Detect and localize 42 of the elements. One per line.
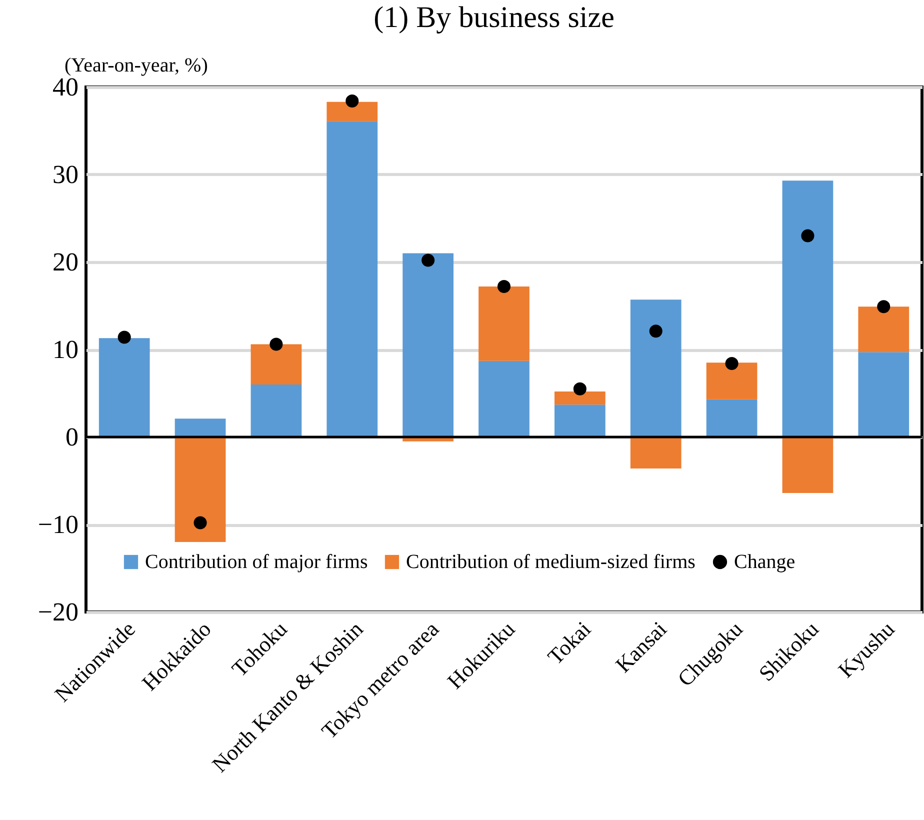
bar (174, 437, 226, 542)
y-tick-label: 20 (52, 248, 78, 276)
bar (250, 384, 302, 437)
point (877, 300, 890, 314)
bar (782, 180, 834, 437)
point (270, 338, 283, 351)
y-tick-label: 0 (66, 422, 78, 452)
bar (554, 392, 606, 405)
bar (706, 399, 758, 437)
point (422, 254, 435, 267)
chart-title: (1) By business size (374, 1, 614, 34)
point (118, 330, 131, 344)
bar (782, 437, 834, 493)
y-tick-label: 30 (52, 160, 78, 189)
bar (706, 362, 758, 400)
bar (478, 286, 530, 361)
y-tick-label: 10 (52, 335, 78, 364)
bar (174, 418, 226, 437)
legend-label: Contribution of major firms (145, 551, 368, 573)
bar (402, 253, 454, 437)
point (573, 382, 586, 396)
bar (630, 300, 682, 437)
point (497, 280, 511, 294)
bar (858, 306, 910, 352)
point (725, 356, 738, 370)
bar (98, 338, 150, 437)
bar (326, 121, 378, 437)
point (801, 229, 814, 242)
bar (326, 102, 378, 122)
bar (554, 404, 606, 437)
bar (858, 352, 910, 437)
y-axis-title: (Year-on-year, %) (64, 54, 208, 76)
point (346, 94, 359, 108)
bar (478, 360, 530, 437)
point (194, 516, 207, 530)
point (649, 324, 662, 338)
y-tick-label: −10 (38, 510, 78, 539)
y-tick-label: −20 (38, 598, 78, 626)
bar (630, 437, 682, 468)
bar (250, 344, 302, 384)
legend-label: Change (734, 551, 796, 573)
legend-label: Contribution of medium-sized firms (406, 551, 696, 573)
